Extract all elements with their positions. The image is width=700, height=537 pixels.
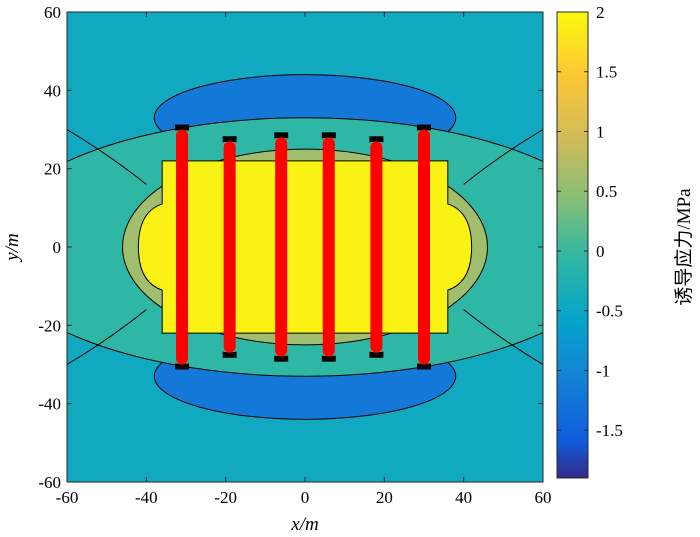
contour-line [67,129,147,185]
fracture-tip-top [417,124,431,131]
x-tick-label: -20 [214,488,237,507]
colorbar-tick-label: 1.5 [596,63,617,82]
contour-line [463,129,543,185]
y-tick-label: 20 [44,160,61,179]
fracture-tip-bottom [321,355,336,362]
colorbar-ticks: 2 1.5 1 0.5 0 -0.5 -1 -1.5 [557,3,623,440]
contour-line [463,309,543,365]
y-tick-label: -40 [38,395,61,414]
fracture-tip-top [321,132,336,139]
contour-line [67,309,147,365]
fracture-tip-top [274,132,289,139]
colorbar-tick-label: 2 [596,3,605,22]
fracture-tip-bottom [369,351,384,358]
x-tick-label: -60 [56,488,79,507]
y-tick-label: -20 [38,316,61,335]
fracture-6 [417,124,431,370]
colorbar-label: 诱导应力/MPa [673,188,695,306]
y-tick-label: 40 [44,81,61,100]
fracture-tip-top [175,124,190,131]
fracture-tip-top [222,136,237,143]
y-tick-label: -60 [38,473,61,492]
fracture-tip-bottom [417,363,431,370]
colorbar-tick-label: -1 [596,361,610,380]
colorbar-tick-label: -1.5 [596,421,623,440]
y-tick-label: 0 [53,238,62,257]
x-tick-label: 0 [301,488,310,507]
y-axis: -60 -40 -20 0 20 40 60 [38,3,543,492]
fracture-tip-bottom [222,351,237,358]
colorbar-tick-label: 0.5 [596,182,617,201]
fracture-1 [175,124,190,370]
x-tick-label: 20 [376,488,393,507]
x-tick-label: 60 [535,488,552,507]
colorbar-tick-label: 0 [596,242,605,261]
fracture-5 [369,136,384,358]
contour-field [67,12,543,482]
fracture-4 [321,132,336,362]
colorbar-tick-label: -0.5 [596,302,623,321]
x-axis-label: x/m [290,514,318,535]
fracture-2 [222,136,237,358]
x-axis: -60 -40 -20 0 20 40 60 [56,12,552,507]
fracture-3 [274,132,289,362]
fracture-tip-bottom [274,355,289,362]
fracture-lines [175,124,431,370]
y-axis-label: y/m [2,233,23,262]
y-tick-label: 60 [44,3,61,22]
colorbar [556,11,589,479]
colorbar-tick-label: 1 [596,122,605,141]
fracture-tip-bottom [175,363,190,370]
fracture-tip-top [369,136,384,143]
x-tick-label: 40 [455,488,472,507]
x-tick-label: -40 [135,488,158,507]
band-yellow-core [137,160,473,334]
